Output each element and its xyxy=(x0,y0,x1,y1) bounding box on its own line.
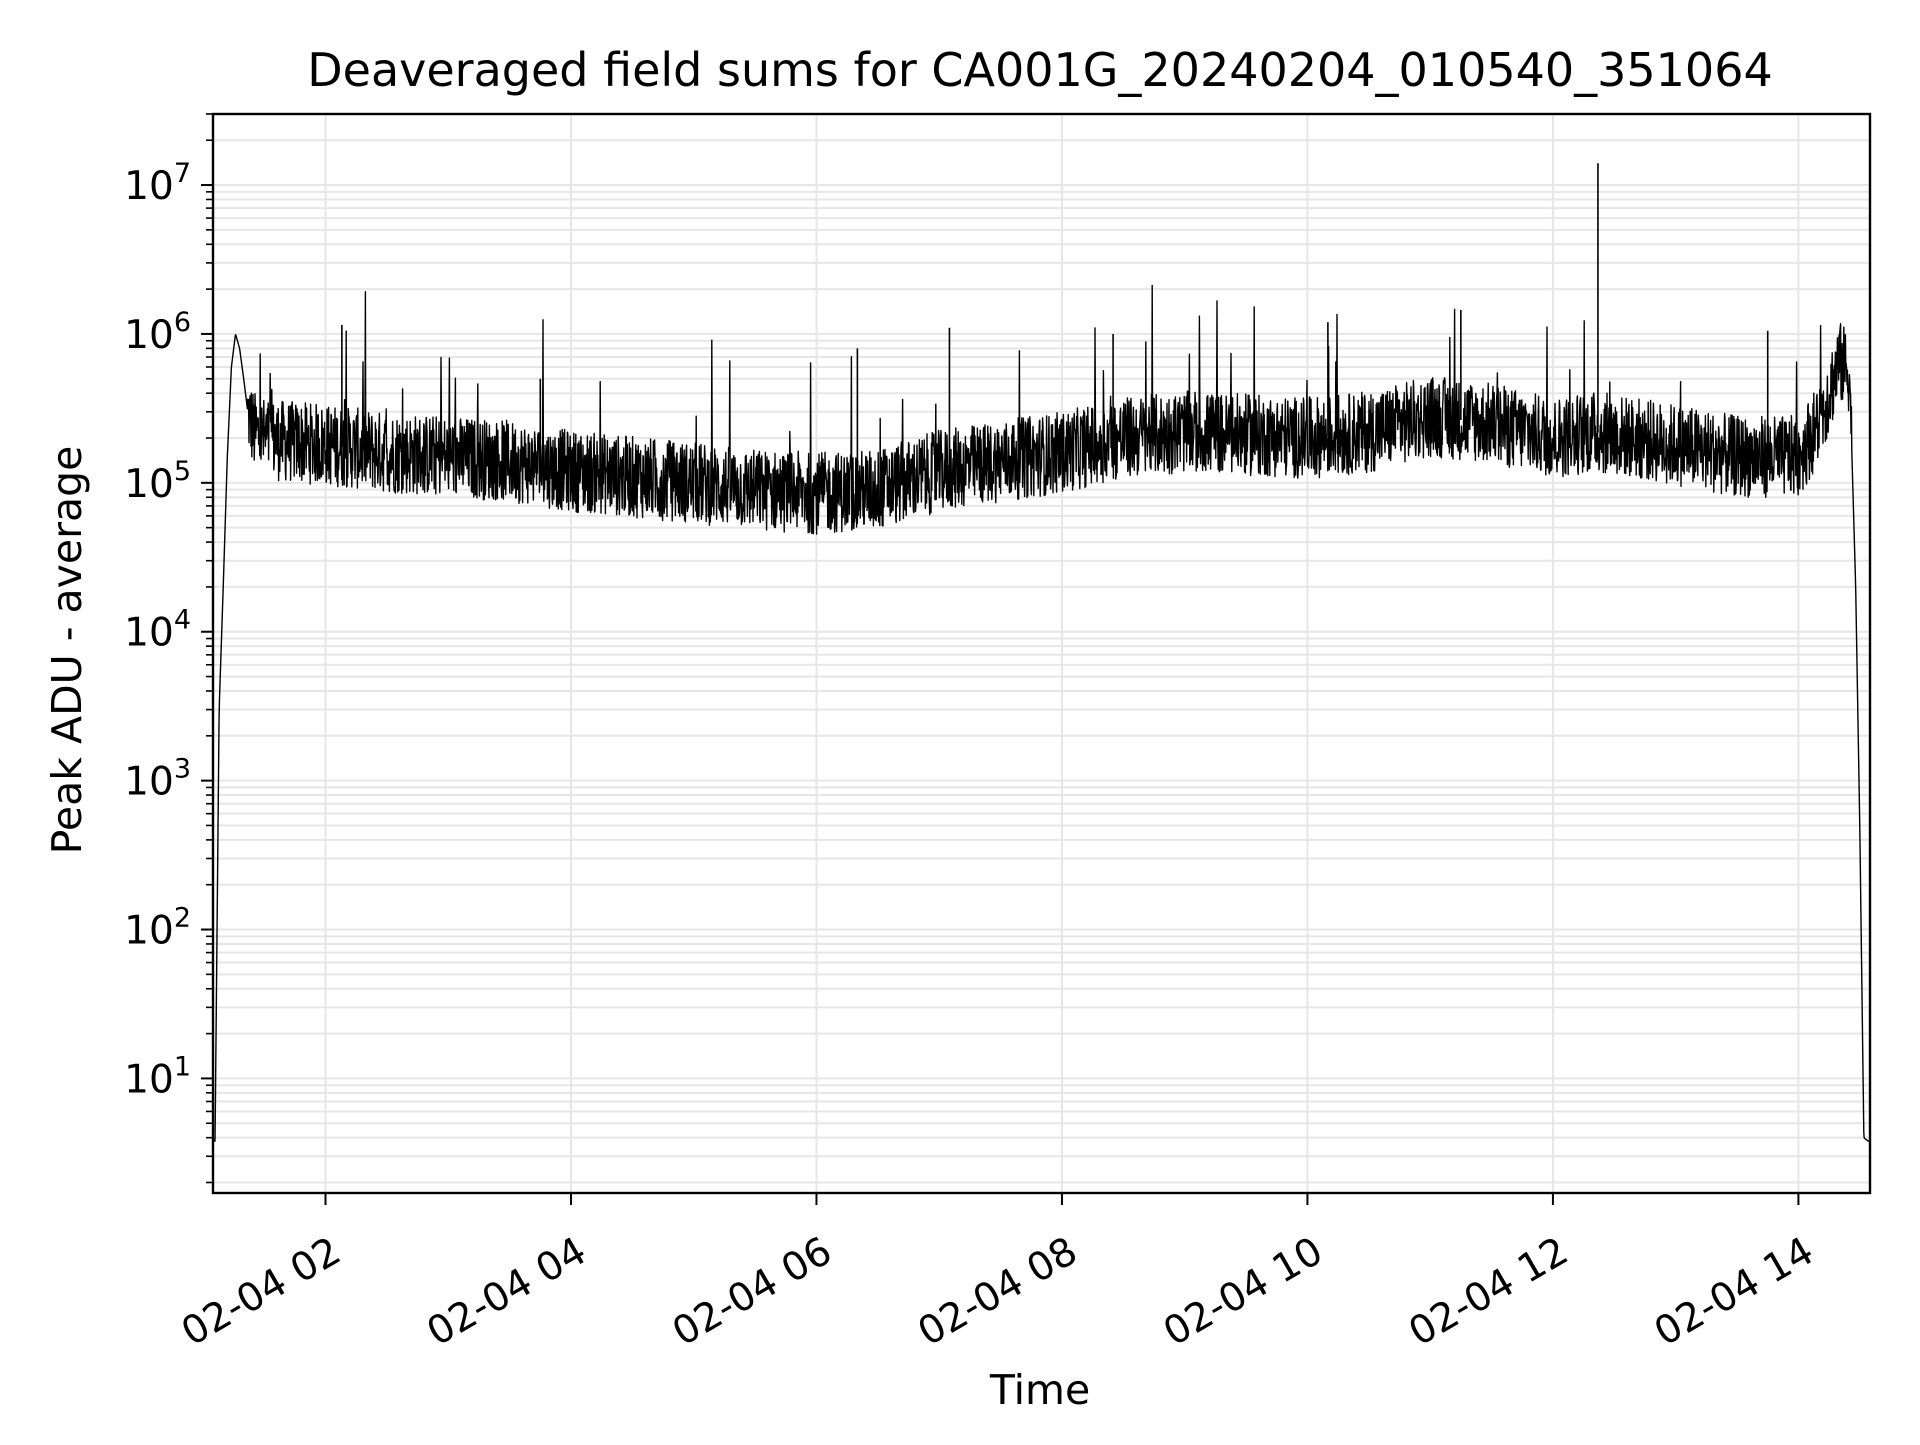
y-tick-label: 101 xyxy=(124,1051,191,1102)
data-series-line xyxy=(212,284,1871,1142)
y-tick-label: 106 xyxy=(124,307,191,358)
y-axis-label: Peak ADU - average xyxy=(43,446,91,855)
y-tick-label: 104 xyxy=(124,605,191,656)
y-tick-label: 103 xyxy=(124,754,191,805)
data-layer xyxy=(212,163,1871,1142)
y-tick-label: 102 xyxy=(124,903,191,954)
y-tick-label: 105 xyxy=(124,456,191,507)
plot-frame xyxy=(211,112,1872,1195)
y-tick-label: 107 xyxy=(124,158,191,209)
chart-title: Deaveraged field sums for CA001G_2024020… xyxy=(307,43,1773,97)
x-axis-label: Time xyxy=(989,1366,1090,1414)
